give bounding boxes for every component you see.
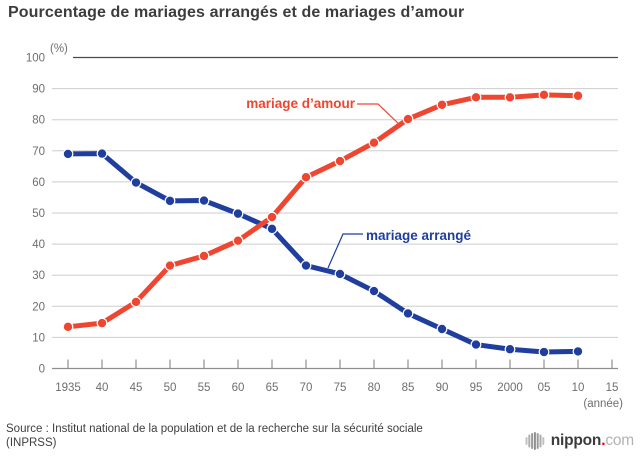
y-tick-label: 90 bbox=[32, 84, 45, 96]
data-point bbox=[130, 296, 142, 308]
line-chart: 0 10 20 30 40 50 60 70 80 90 100 (%) (année) 1935 40 45… bbox=[26, 43, 623, 410]
logo-tld-text: com bbox=[605, 432, 634, 449]
series-line-1 bbox=[65, 92, 581, 330]
y-tick-label: 70 bbox=[32, 146, 45, 158]
data-point bbox=[232, 208, 244, 220]
data-point bbox=[402, 308, 414, 319]
data-point bbox=[130, 177, 142, 188]
nippon-logo[interactable]: nippon. com bbox=[525, 430, 634, 452]
x-tick-label: 40 bbox=[96, 382, 109, 394]
data-point bbox=[334, 268, 346, 280]
y-tick-label: 20 bbox=[32, 301, 45, 313]
data-point bbox=[300, 171, 312, 183]
logo-dot: . bbox=[601, 432, 606, 449]
data-point bbox=[470, 339, 482, 350]
y-tick-label: 10 bbox=[32, 332, 45, 344]
y-tick-label: 100 bbox=[26, 53, 45, 65]
data-point bbox=[538, 89, 550, 101]
data-point bbox=[368, 137, 380, 149]
x-tick-label: 55 bbox=[198, 382, 211, 394]
x-tick-label: 50 bbox=[164, 382, 177, 394]
series-label-callout bbox=[327, 233, 363, 269]
source-note: Source : Institut national de la populat… bbox=[6, 422, 423, 450]
data-point bbox=[164, 260, 176, 271]
data-point bbox=[96, 148, 108, 159]
data-point bbox=[198, 250, 210, 262]
x-tick-label: 2000 bbox=[497, 382, 523, 394]
y-tick-label: 60 bbox=[32, 177, 45, 189]
x-tick-label: 60 bbox=[232, 382, 245, 394]
x-tick-label: 90 bbox=[436, 382, 449, 394]
x-tick-label: 65 bbox=[266, 382, 279, 394]
data-point bbox=[402, 113, 414, 125]
x-tick-label: 1935 bbox=[55, 382, 81, 394]
y-tick-label: 40 bbox=[32, 239, 45, 251]
data-point bbox=[198, 195, 210, 206]
data-point bbox=[504, 91, 516, 103]
data-point bbox=[62, 148, 74, 160]
x-tick-label: 05 bbox=[538, 382, 551, 394]
x-tick-label: 75 bbox=[334, 382, 347, 394]
y-tick-label: 0 bbox=[39, 364, 45, 376]
x-tick-label: 15 bbox=[606, 382, 619, 394]
data-point bbox=[232, 235, 244, 247]
data-point bbox=[334, 155, 346, 167]
chart-title: Pourcentage de mariages arrangés et de m… bbox=[8, 4, 465, 21]
data-point bbox=[504, 343, 516, 355]
data-point bbox=[96, 317, 108, 329]
data-point bbox=[572, 90, 584, 102]
x-tick-label: 95 bbox=[470, 382, 483, 394]
x-tick-label: 45 bbox=[130, 382, 143, 394]
y-unit-label: (%) bbox=[50, 43, 68, 55]
y-tick-label: 30 bbox=[32, 270, 45, 282]
data-point bbox=[470, 91, 482, 103]
data-point bbox=[572, 345, 584, 357]
nippon-globe-icon bbox=[525, 432, 545, 450]
data-point bbox=[538, 346, 550, 358]
series-label: mariage d’amour bbox=[246, 96, 356, 111]
source-line1: Source : Institut national de la populat… bbox=[6, 423, 423, 435]
logo-brand-text: nippon bbox=[550, 432, 602, 449]
data-point bbox=[300, 260, 312, 271]
x-tick-label: 80 bbox=[368, 382, 381, 394]
source-line2: (INPRSS) bbox=[6, 437, 57, 449]
x-tick-label: 85 bbox=[402, 382, 415, 394]
data-point bbox=[164, 195, 176, 207]
data-point bbox=[436, 99, 448, 111]
data-point bbox=[436, 323, 448, 335]
data-point bbox=[266, 211, 278, 223]
data-point bbox=[62, 321, 74, 333]
series-line-0 bbox=[65, 151, 581, 355]
x-tick-label: 70 bbox=[300, 382, 313, 394]
x-tick-label: 10 bbox=[572, 382, 585, 394]
data-point bbox=[266, 223, 278, 235]
series-label-callout bbox=[357, 103, 401, 126]
series-label: mariage arrangé bbox=[366, 228, 472, 243]
y-tick-label: 80 bbox=[32, 115, 45, 127]
data-point bbox=[368, 285, 380, 297]
x-unit-label: (année) bbox=[583, 398, 623, 410]
y-tick-label: 50 bbox=[32, 208, 45, 220]
